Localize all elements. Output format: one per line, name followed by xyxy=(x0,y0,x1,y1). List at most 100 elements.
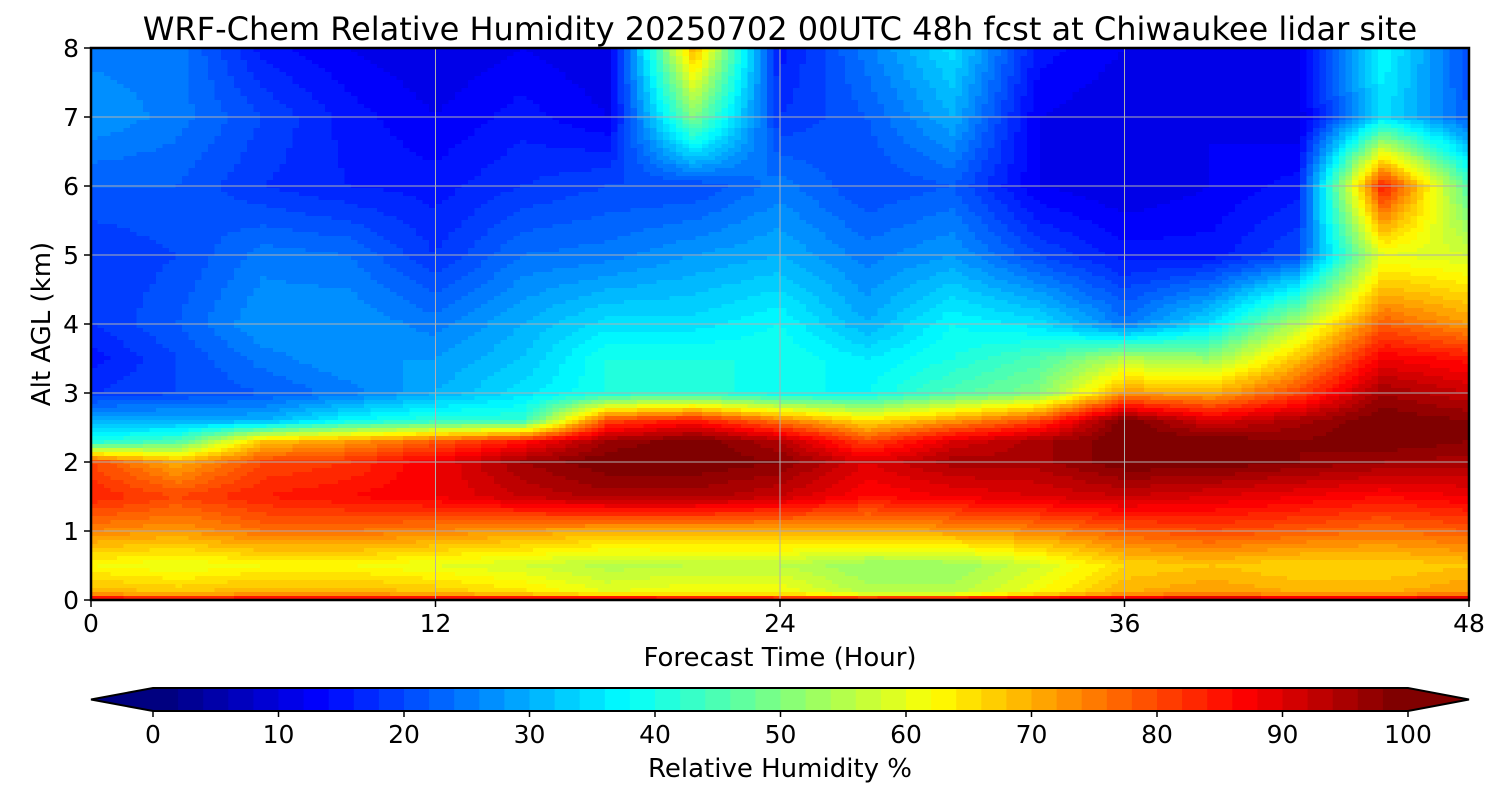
rh-cell xyxy=(1066,120,1073,125)
rh-cell xyxy=(416,72,423,77)
rh-cell xyxy=(858,88,865,93)
rh-cell xyxy=(839,56,846,61)
rh-cell xyxy=(1443,88,1450,93)
rh-cell xyxy=(130,80,137,85)
rh-cell xyxy=(1164,88,1171,93)
rh-cell xyxy=(1151,80,1158,85)
rh-cell xyxy=(1287,68,1294,73)
rh-cell xyxy=(624,100,631,105)
rh-cell xyxy=(1047,60,1054,65)
rh-cell xyxy=(865,84,872,89)
rh-cell xyxy=(891,120,898,125)
rh-cell xyxy=(371,84,378,89)
rh-cell xyxy=(1073,76,1080,81)
rh-cell xyxy=(1066,92,1073,97)
rh-cell xyxy=(839,112,846,117)
rh-cell xyxy=(481,72,488,77)
rh-cell xyxy=(416,60,423,65)
rh-cell xyxy=(767,68,774,73)
rh-cell xyxy=(1268,76,1275,81)
rh-cell xyxy=(1365,108,1372,113)
rh-cell xyxy=(1307,56,1314,61)
rh-cell xyxy=(481,60,488,65)
rh-cell xyxy=(1008,80,1015,85)
rh-cell xyxy=(806,84,813,89)
rh-cell xyxy=(494,124,501,129)
rh-cell xyxy=(520,96,527,101)
rh-cell xyxy=(988,108,995,113)
rh-cell xyxy=(1229,124,1236,129)
rh-cell xyxy=(371,68,378,73)
rh-cell xyxy=(195,64,202,69)
rh-cell xyxy=(878,56,885,61)
rh-cell xyxy=(1060,72,1067,77)
rh-cell xyxy=(1424,128,1431,133)
rh-cell xyxy=(117,112,124,117)
rh-cell xyxy=(1359,124,1366,129)
rh-cell xyxy=(475,124,482,129)
rh-cell xyxy=(592,112,599,117)
rh-cell xyxy=(637,88,644,93)
rh-cell xyxy=(748,76,755,81)
rh-cell xyxy=(345,88,352,93)
rh-cell xyxy=(793,52,800,57)
rh-cell xyxy=(221,88,228,93)
rh-cell xyxy=(1359,96,1366,101)
rh-cell xyxy=(117,64,124,69)
rh-cell xyxy=(1027,64,1034,69)
rh-cell xyxy=(553,124,560,129)
rh-cell xyxy=(611,60,618,65)
rh-cell xyxy=(462,104,469,109)
rh-cell xyxy=(494,64,501,69)
rh-cell xyxy=(1235,72,1242,77)
rh-cell xyxy=(676,128,683,133)
rh-cell xyxy=(982,112,989,117)
rh-cell xyxy=(1125,96,1132,101)
rh-cell xyxy=(975,88,982,93)
rh-cell xyxy=(1300,76,1307,81)
rh-cell xyxy=(696,80,703,85)
rh-cell xyxy=(871,120,878,125)
rh-cell xyxy=(728,60,735,65)
rh-cell xyxy=(1398,92,1405,97)
rh-cell xyxy=(1443,100,1450,105)
rh-cell xyxy=(306,128,313,133)
rh-cell xyxy=(150,96,157,101)
rh-cell xyxy=(598,72,605,77)
rh-cell xyxy=(507,104,514,109)
rh-cell xyxy=(468,108,475,113)
rh-cell xyxy=(293,104,300,109)
rh-cell xyxy=(1404,128,1411,133)
rh-cell xyxy=(689,80,696,85)
rh-cell xyxy=(377,128,384,133)
rh-cell xyxy=(1268,56,1275,61)
rh-cell xyxy=(1235,104,1242,109)
rh-cell xyxy=(832,124,839,129)
rh-cell xyxy=(169,80,176,85)
rh-cell xyxy=(234,96,241,101)
rh-cell xyxy=(533,124,540,129)
rh-cell xyxy=(1034,96,1041,101)
rh-cell xyxy=(364,56,371,61)
rh-cell xyxy=(384,68,391,73)
rh-cell xyxy=(1229,56,1236,61)
rh-cell xyxy=(130,68,137,73)
rh-cell xyxy=(839,100,846,105)
rh-cell xyxy=(533,68,540,73)
rh-cell xyxy=(403,96,410,101)
rh-cell xyxy=(1307,100,1314,105)
rh-cell xyxy=(104,88,111,93)
rh-cell xyxy=(215,120,222,125)
rh-cell xyxy=(1281,88,1288,93)
rh-cell xyxy=(514,96,521,101)
rh-cell xyxy=(306,124,313,129)
rh-cell xyxy=(650,104,657,109)
rh-cell xyxy=(644,68,651,73)
rh-cell xyxy=(293,52,300,57)
rh-cell xyxy=(1352,80,1359,85)
rh-cell xyxy=(494,80,501,85)
rh-cell xyxy=(988,120,995,125)
rh-cell xyxy=(657,88,664,93)
rh-cell xyxy=(793,124,800,129)
rh-cell xyxy=(254,128,261,133)
